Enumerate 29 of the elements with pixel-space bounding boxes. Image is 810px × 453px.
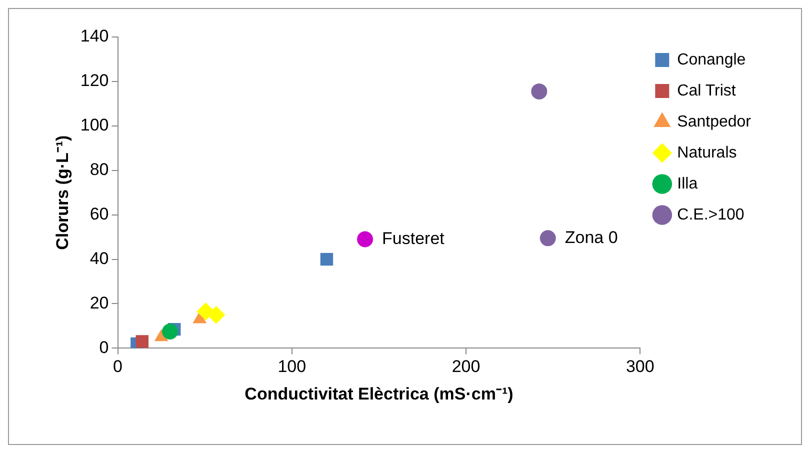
y-axis-title: Clorurs (g·L⁻¹) bbox=[52, 135, 72, 250]
point bbox=[540, 230, 556, 246]
legend-label: Santpedor bbox=[677, 113, 752, 130]
annotation: Zona 0 bbox=[564, 228, 618, 247]
x-tick-label: 200 bbox=[452, 357, 480, 376]
y-tick-label: 20 bbox=[90, 293, 109, 312]
x-axis-title: Conductivitat Elèctrica (mS·cm⁻¹) bbox=[244, 384, 514, 404]
legend-label: Conangle bbox=[677, 51, 746, 68]
y-tick-label: 80 bbox=[90, 160, 109, 180]
y-tick-label: 40 bbox=[90, 248, 109, 268]
legend-label: Illa bbox=[677, 175, 698, 192]
y-tick-label: 140 bbox=[80, 26, 109, 46]
y-tick-label: 100 bbox=[80, 116, 109, 135]
y-tick-label: 120 bbox=[80, 71, 109, 90]
legend-label: Cal Trist bbox=[677, 82, 736, 100]
legend-label: Naturals bbox=[677, 144, 737, 162]
point bbox=[136, 335, 149, 348]
x-tick-label: 0 bbox=[113, 357, 122, 376]
y-tick-label: 60 bbox=[90, 204, 109, 224]
x-tick-label: 100 bbox=[278, 357, 306, 376]
legend-label: C.E.>100 bbox=[677, 206, 744, 224]
point bbox=[320, 252, 334, 266]
annotation: Fusteret bbox=[382, 228, 445, 248]
point bbox=[357, 231, 374, 248]
y-tick-label: 0 bbox=[99, 338, 109, 357]
x-tick-label: 300 bbox=[626, 357, 654, 376]
point bbox=[162, 324, 178, 340]
point bbox=[531, 83, 548, 100]
point bbox=[207, 306, 226, 324]
